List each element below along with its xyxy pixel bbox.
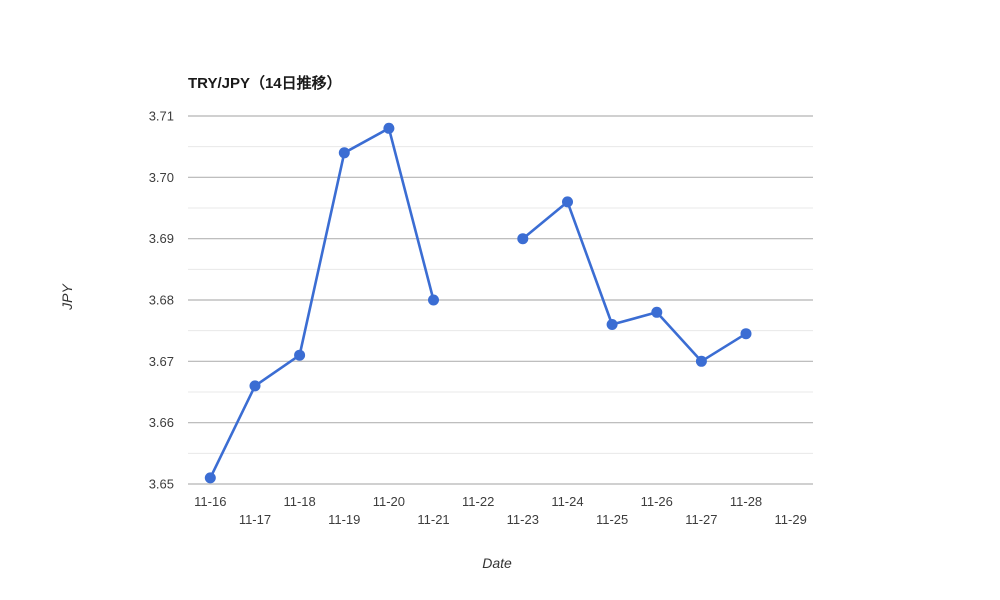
data-point bbox=[249, 380, 261, 392]
y-tick-label: 3.70 bbox=[149, 170, 174, 185]
x-tick-label: 11-21 bbox=[417, 512, 449, 527]
data-point bbox=[606, 319, 618, 330]
chart-title: TRY/JPY（14日推移） bbox=[188, 74, 342, 92]
data-point bbox=[383, 122, 395, 134]
y-tick-label: 3.66 bbox=[149, 415, 174, 430]
data-point bbox=[562, 196, 573, 208]
data-point bbox=[695, 355, 707, 367]
y-tick-label: 3.68 bbox=[149, 293, 174, 308]
x-tick-label: 11-18 bbox=[283, 494, 315, 509]
x-tick-label: 11-27 bbox=[685, 512, 717, 527]
x-tick-label: 11-23 bbox=[507, 512, 539, 527]
series-line bbox=[209, 127, 748, 480]
y-tick-label: 3.69 bbox=[149, 231, 174, 246]
x-axis-tick-labels: 11-16 11-17 11-18 11-19 11-20 11-21 11-22 11-23… bbox=[194, 494, 807, 527]
x-tick-label: 11-19 bbox=[328, 512, 360, 527]
minor-gridlines bbox=[188, 146, 813, 454]
y-tick-label: 3.67 bbox=[149, 354, 174, 369]
series-try-jpy bbox=[204, 122, 752, 484]
x-tick-label: 11-24 bbox=[551, 494, 583, 509]
y-tick-label: 3.65 bbox=[149, 477, 174, 492]
data-point bbox=[294, 349, 306, 361]
data-point bbox=[651, 306, 663, 318]
x-tick-label: 11-16 bbox=[194, 494, 226, 509]
y-tick-label: 3.71 bbox=[149, 109, 174, 124]
y-axis-tick-labels: 3.65 3.66 3.67 3.68 3.69 3.70 3.71 bbox=[149, 109, 174, 492]
x-tick-label: 11-20 bbox=[373, 494, 405, 509]
x-axis-title: Date bbox=[482, 555, 512, 571]
data-point bbox=[740, 328, 752, 340]
x-tick-label: 11-28 bbox=[730, 494, 762, 509]
x-tick-label: 11-25 bbox=[596, 512, 628, 527]
y-axis-title: JPY bbox=[59, 283, 75, 311]
data-point bbox=[428, 294, 439, 306]
data-point bbox=[338, 147, 350, 159]
major-gridlines bbox=[188, 115, 813, 485]
x-tick-label: 11-29 bbox=[775, 512, 807, 527]
data-point bbox=[204, 472, 216, 484]
x-tick-label: 11-22 bbox=[462, 494, 494, 509]
x-tick-label: 11-17 bbox=[239, 512, 271, 527]
x-tick-label: 11-26 bbox=[641, 494, 673, 509]
data-point bbox=[517, 233, 529, 245]
